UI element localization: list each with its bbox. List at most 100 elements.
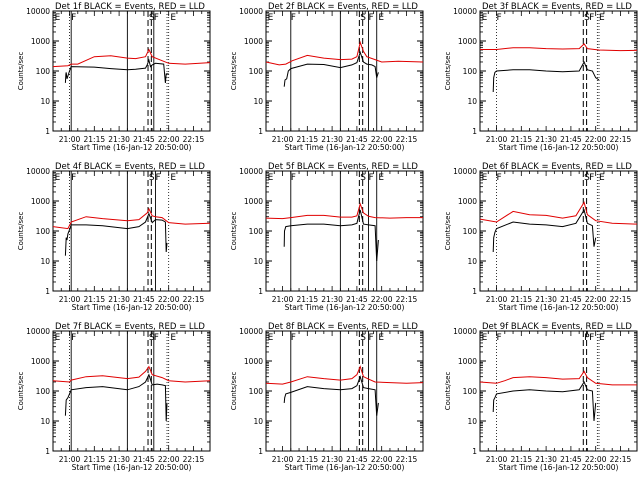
region-label: F [71,13,76,23]
series-events-line [492,60,600,93]
x-tick-label: 21:00 [59,135,81,144]
y-tick-label: 1000 [31,197,50,206]
y-axis-label: Counts/sec [230,372,238,411]
region-label: F [589,333,594,343]
y-tick-label: 1 [472,447,477,456]
x-tick-label: 22:00 [585,295,607,304]
x-tick-label: 21:15 [84,455,106,464]
y-tick-label: 100 [36,227,51,236]
x-tick-label: 21:00 [486,295,508,304]
y-tick-label: 10 [467,257,477,266]
panel-det-4: Det 4f BLACK = Events, RED = LLD 1 10 100 10… [17,162,211,312]
x-tick-label: 21:45 [133,295,155,304]
region-label: F [368,13,373,23]
x-tick-label: 21:15 [84,135,106,144]
region-label: E [55,173,61,183]
plot-frame [265,10,424,132]
region-label: S [149,173,155,183]
x-tick-label: 22:15 [396,455,418,464]
panel-title: Det 4f BLACK = Events, RED = LLD [55,162,205,172]
panel-det-5: Det 5f BLACK = Events, RED = LLD 1 10 100 10… [230,162,424,312]
panel-title: Det 9f BLACK = Events, RED = LLD [482,322,632,332]
x-tick-label: 21:45 [560,455,582,464]
y-tick-label: 10 [40,97,50,106]
x-tick-label: 21:00 [486,455,508,464]
series-lld-line [265,202,423,220]
y-tick-label: 1 [258,447,263,456]
x-tick-label: 21:15 [297,135,319,144]
region-label: S [149,333,155,343]
x-tick-label: 22:15 [183,295,205,304]
region-label: F [291,333,296,343]
region-label: F [71,173,76,183]
x-tick-label: 21:30 [108,455,130,464]
panel-title: Det 3f BLACK = Events, RED = LLD [482,2,632,12]
region-label: E [268,173,274,183]
x-axis-label: Start Time (16-Jan-12 20:50:00) [72,303,192,312]
x-tick-label: 21:45 [560,295,582,304]
x-tick-label: 22:15 [610,455,632,464]
x-tick-label: 21:30 [108,295,130,304]
y-tick-label: 1 [472,127,477,136]
y-tick-label: 10000 [26,327,50,336]
y-axis-label: Counts/sec [17,52,25,91]
y-tick-label: 100 [36,387,51,396]
x-axis-label: Start Time (16-Jan-12 20:50:00) [499,303,619,312]
plot-frame [52,10,211,132]
x-tick-label: 21:00 [272,295,294,304]
region-label: P [584,333,590,343]
x-axis-label: Start Time (16-Jan-12 20:50:00) [285,463,405,472]
series-events-line [64,58,169,83]
x-tick-label: 21:45 [346,135,368,144]
x-tick-label: 22:00 [158,295,180,304]
region-label: E [170,333,176,343]
plot-frame [479,10,638,132]
x-tick-label: 22:00 [371,295,393,304]
y-tick-label: 10000 [26,167,50,176]
series-events-line [492,380,597,422]
region-label: S [584,173,590,183]
y-tick-label: 1 [472,287,477,296]
panel-det-1: Det 1f BLACK = Events, RED = LLD 1 10 100 10… [17,2,211,152]
series-events-line [283,50,379,87]
y-tick-label: 10000 [239,167,263,176]
region-label: S [360,333,366,343]
panel-title: Det 1f BLACK = Events, RED = LLD [55,2,205,12]
region-label: E [378,13,384,23]
series-lld-line [52,207,211,230]
x-tick-label: 22:00 [371,135,393,144]
x-tick-label: 22:00 [585,455,607,464]
region-label: E [599,333,605,343]
x-tick-label: 22:00 [158,455,180,464]
x-tick-label: 21:30 [321,455,343,464]
x-tick-label: 21:00 [272,135,294,144]
region-label: E [55,333,61,343]
x-tick-label: 21:15 [511,295,533,304]
panel-det-8: Det 8f BLACK = Events, RED = LLD 1 10 100 10… [230,322,424,472]
x-axis-label: Start Time (16-Jan-12 20:50:00) [285,303,405,312]
x-tick-label: 21:15 [297,455,319,464]
y-tick-label: 100 [463,387,478,396]
panel-det-6: Det 6f BLACK = Events, RED = LLD 1 10 100 10… [444,162,638,312]
series-lld-line [265,40,424,66]
x-tick-label: 21:30 [321,135,343,144]
y-tick-label: 1000 [458,357,477,366]
region-label: F [497,333,502,343]
region-label: F [291,13,296,23]
x-tick-label: 22:00 [585,135,607,144]
region-label: S [360,173,366,183]
series-lld-line [52,48,211,68]
y-tick-label: 1000 [458,197,477,206]
plot-frame [479,170,638,292]
y-tick-label: 10 [253,417,263,426]
y-tick-label: 100 [463,67,478,76]
y-axis-label: Counts/sec [17,212,25,251]
x-tick-label: 21:00 [272,455,294,464]
region-label: E [170,13,176,23]
plot-frame [479,330,638,452]
panel-title: Det 2f BLACK = Events, RED = LLD [268,2,418,12]
x-tick-label: 21:45 [133,135,155,144]
panel-det-2: Det 2f BLACK = Events, RED = LLD 1 10 100 10… [230,2,424,152]
region-label: E [268,13,274,23]
